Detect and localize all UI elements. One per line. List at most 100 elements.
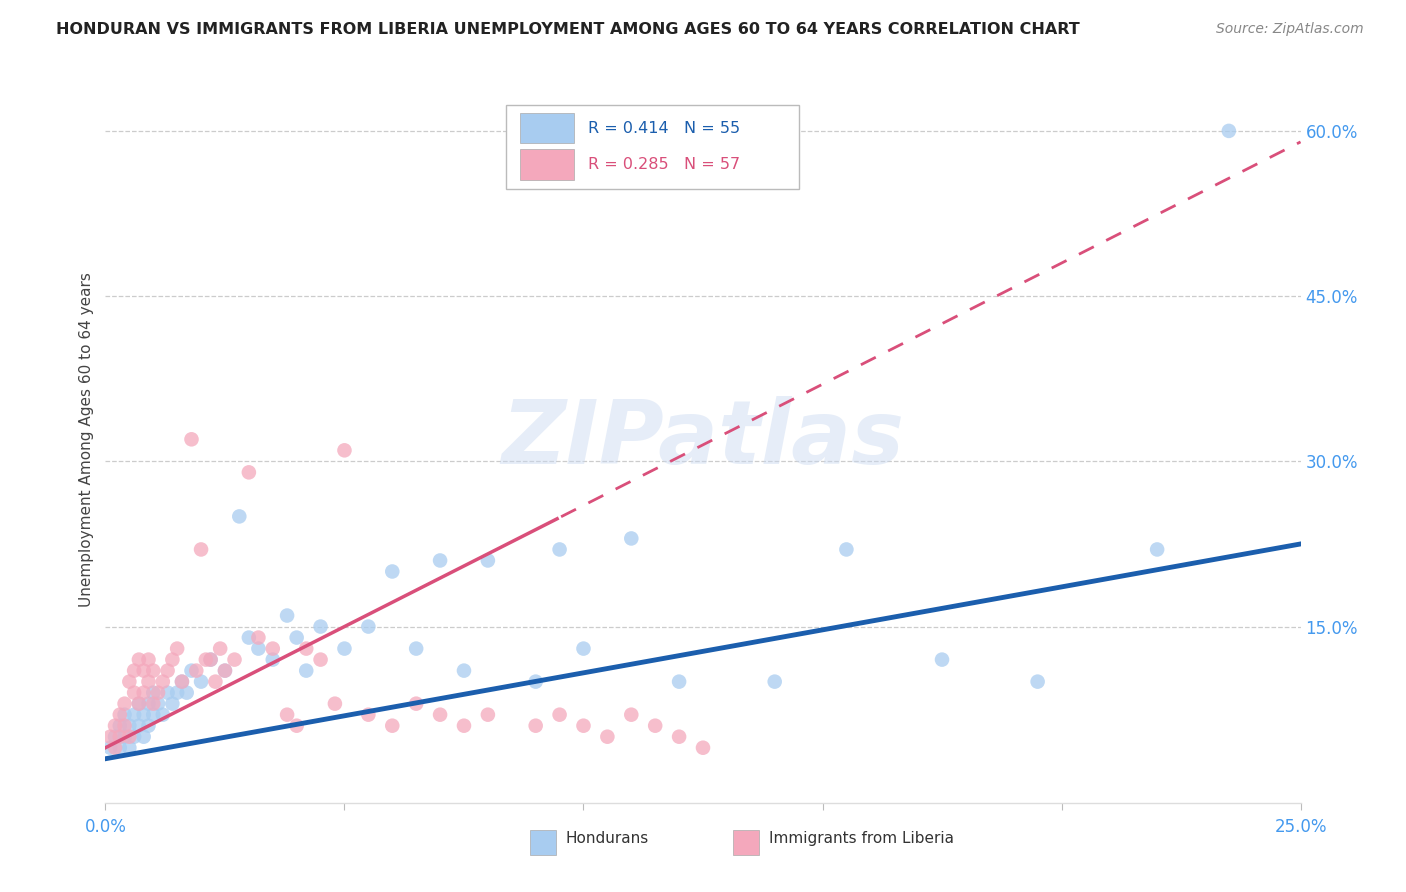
- Point: [176, 686, 198, 700]
- Point: [295, 664, 318, 678]
- Point: [357, 707, 380, 722]
- Point: [333, 641, 356, 656]
- Point: [138, 697, 160, 711]
- Point: [122, 664, 145, 678]
- Point: [214, 664, 236, 678]
- Bar: [530, 830, 555, 855]
- Point: [128, 652, 150, 666]
- Point: [122, 686, 145, 700]
- Point: [114, 730, 136, 744]
- FancyBboxPatch shape: [506, 105, 799, 188]
- Point: [209, 641, 232, 656]
- Point: [122, 707, 145, 722]
- Text: R = 0.285   N = 57: R = 0.285 N = 57: [588, 157, 741, 172]
- Point: [170, 674, 193, 689]
- Point: [309, 652, 332, 666]
- Point: [644, 719, 666, 733]
- Point: [238, 466, 260, 480]
- Point: [146, 686, 169, 700]
- Point: [138, 674, 160, 689]
- Point: [295, 641, 318, 656]
- Point: [114, 697, 136, 711]
- Point: [194, 652, 217, 666]
- Text: ZIPatlas: ZIPatlas: [502, 396, 904, 483]
- Point: [162, 652, 184, 666]
- Point: [156, 686, 179, 700]
- Point: [620, 532, 643, 546]
- Point: [138, 719, 160, 733]
- Point: [138, 652, 160, 666]
- Point: [142, 686, 165, 700]
- Point: [142, 664, 165, 678]
- Point: [309, 619, 332, 633]
- Point: [166, 686, 188, 700]
- Point: [285, 719, 308, 733]
- Point: [276, 707, 298, 722]
- Point: [548, 542, 571, 557]
- Point: [108, 707, 131, 722]
- Point: [668, 674, 690, 689]
- Point: [238, 631, 260, 645]
- Point: [118, 674, 141, 689]
- Point: [114, 707, 136, 722]
- Point: [142, 697, 165, 711]
- Point: [429, 553, 451, 567]
- Point: [228, 509, 250, 524]
- Point: [98, 730, 121, 744]
- Point: [162, 697, 184, 711]
- Point: [333, 443, 356, 458]
- Point: [323, 697, 346, 711]
- Point: [152, 707, 174, 722]
- Point: [224, 652, 246, 666]
- Point: [429, 707, 451, 722]
- Point: [276, 608, 298, 623]
- Point: [128, 697, 150, 711]
- Point: [596, 730, 619, 744]
- Point: [132, 707, 155, 722]
- Point: [214, 664, 236, 678]
- Point: [118, 719, 141, 733]
- Point: [477, 707, 499, 722]
- Point: [104, 719, 127, 733]
- Point: [118, 740, 141, 755]
- Point: [357, 619, 380, 633]
- Point: [108, 730, 131, 744]
- Point: [166, 641, 188, 656]
- Point: [180, 664, 202, 678]
- Point: [98, 740, 121, 755]
- Point: [152, 674, 174, 689]
- Point: [128, 719, 150, 733]
- Point: [1026, 674, 1049, 689]
- Point: [142, 707, 165, 722]
- Point: [381, 565, 404, 579]
- Point: [620, 707, 643, 722]
- Point: [668, 730, 690, 744]
- Point: [104, 730, 127, 744]
- Point: [931, 652, 953, 666]
- Point: [118, 730, 141, 744]
- Point: [104, 740, 127, 755]
- Point: [128, 697, 150, 711]
- Point: [572, 641, 595, 656]
- Point: [405, 697, 427, 711]
- Point: [204, 674, 226, 689]
- Point: [122, 730, 145, 744]
- Point: [186, 664, 208, 678]
- Point: [835, 542, 858, 557]
- Point: [180, 432, 202, 446]
- Point: [524, 674, 547, 689]
- Point: [200, 652, 222, 666]
- Point: [146, 697, 169, 711]
- Point: [548, 707, 571, 722]
- Point: [1146, 542, 1168, 557]
- Point: [405, 641, 427, 656]
- Point: [763, 674, 786, 689]
- Bar: [520, 113, 574, 144]
- Y-axis label: Unemployment Among Ages 60 to 64 years: Unemployment Among Ages 60 to 64 years: [79, 272, 94, 607]
- Point: [247, 641, 270, 656]
- Point: [692, 740, 714, 755]
- Point: [190, 674, 212, 689]
- Text: R = 0.414   N = 55: R = 0.414 N = 55: [588, 120, 741, 136]
- Point: [170, 674, 193, 689]
- Bar: [733, 830, 759, 855]
